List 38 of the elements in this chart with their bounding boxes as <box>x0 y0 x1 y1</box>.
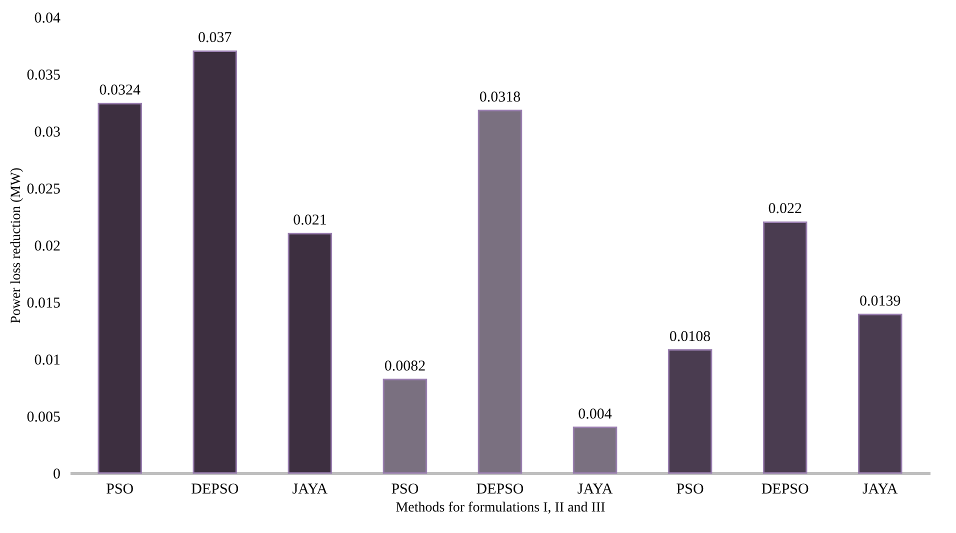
bar <box>288 232 332 474</box>
y-tick-label: 0.04 <box>34 10 61 26</box>
x-tick-label: PSO <box>106 482 134 498</box>
data-label: 0.037 <box>198 30 232 46</box>
x-axis-title: Methods for formulations I, II and III <box>396 500 606 516</box>
bar <box>762 221 808 474</box>
x-tick-label: PSO <box>391 482 419 498</box>
data-label: 0.0139 <box>859 294 901 310</box>
x-tick-label: DEPSO <box>476 482 524 498</box>
data-label: 0.0318 <box>479 89 521 106</box>
x-tick-label: DEPSO <box>191 482 239 498</box>
bar <box>98 102 142 474</box>
x-tick-label: JAYA <box>577 482 613 498</box>
x-tick-label: DEPSO <box>761 482 810 498</box>
bar <box>668 349 712 474</box>
data-label: 0.0108 <box>669 328 711 345</box>
bar <box>572 426 618 474</box>
x-tick-label: JAYA <box>292 482 328 498</box>
data-label: 0.0082 <box>384 358 426 375</box>
data-label: 0.004 <box>578 406 612 422</box>
x-tick-label: PSO <box>676 482 704 498</box>
y-tick-label: 0.01 <box>34 352 60 368</box>
x-tick-label: JAYA <box>862 482 898 498</box>
data-label: 0.0324 <box>99 82 142 99</box>
y-axis-title: Power loss reduction (MW) <box>8 167 24 324</box>
y-tick-label: 0.02 <box>34 238 60 254</box>
y-tick-label: 0.025 <box>26 182 60 198</box>
bar <box>858 314 902 474</box>
y-tick-label: 0.035 <box>26 68 60 84</box>
bar <box>192 50 238 474</box>
y-tick-label: 0.005 <box>26 410 60 426</box>
y-tick-label: 0.015 <box>26 296 60 312</box>
bar <box>478 110 522 474</box>
data-label: 0.022 <box>768 201 802 218</box>
y-tick-label: 0.03 <box>34 124 60 140</box>
y-tick-label: 0 <box>53 466 60 482</box>
data-label: 0.021 <box>293 212 327 229</box>
bar <box>382 378 428 474</box>
